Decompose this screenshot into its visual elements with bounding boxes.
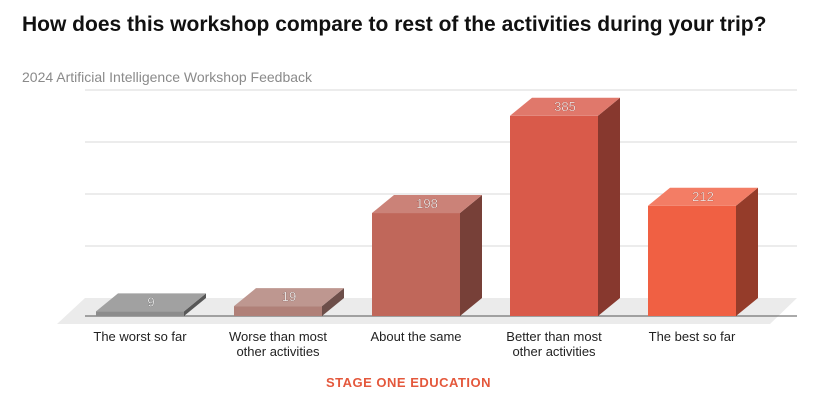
data-label: 385: [554, 99, 576, 114]
bar-top: [234, 288, 344, 307]
bar: [648, 205, 736, 316]
bar: [510, 115, 598, 316]
x-tick-label: The best so far: [649, 329, 736, 344]
bar-top: [510, 97, 620, 116]
bar-top: [372, 195, 482, 214]
x-tick-label: The worst so far: [93, 329, 187, 344]
bar-top: [648, 187, 758, 206]
bar-side: [598, 97, 620, 316]
bar-side: [460, 195, 482, 316]
x-tick-label: other activities: [512, 344, 596, 359]
data-label: 198: [416, 196, 438, 211]
chart-title: How does this workshop compare to rest o…: [22, 13, 767, 36]
bar: [234, 306, 322, 316]
data-label: 212: [692, 189, 714, 204]
chart-subtitle: 2024 Artificial Intelligence Workshop Fe…: [22, 69, 313, 85]
x-tick-label: Worse than most: [229, 329, 327, 344]
data-label: 19: [282, 289, 296, 304]
x-tick-label: About the same: [370, 329, 461, 344]
x-tick-label: other activities: [236, 344, 320, 359]
footer-brand: STAGE ONE EDUCATION: [325, 375, 492, 390]
bar-top: [96, 293, 206, 312]
bar: [96, 311, 184, 316]
bar-side: [736, 187, 758, 316]
x-tick-label: Better than most: [506, 329, 602, 344]
data-label: 9: [147, 294, 154, 309]
bar-side: [184, 293, 206, 316]
bar-side: [322, 288, 344, 316]
bar: [372, 213, 460, 316]
